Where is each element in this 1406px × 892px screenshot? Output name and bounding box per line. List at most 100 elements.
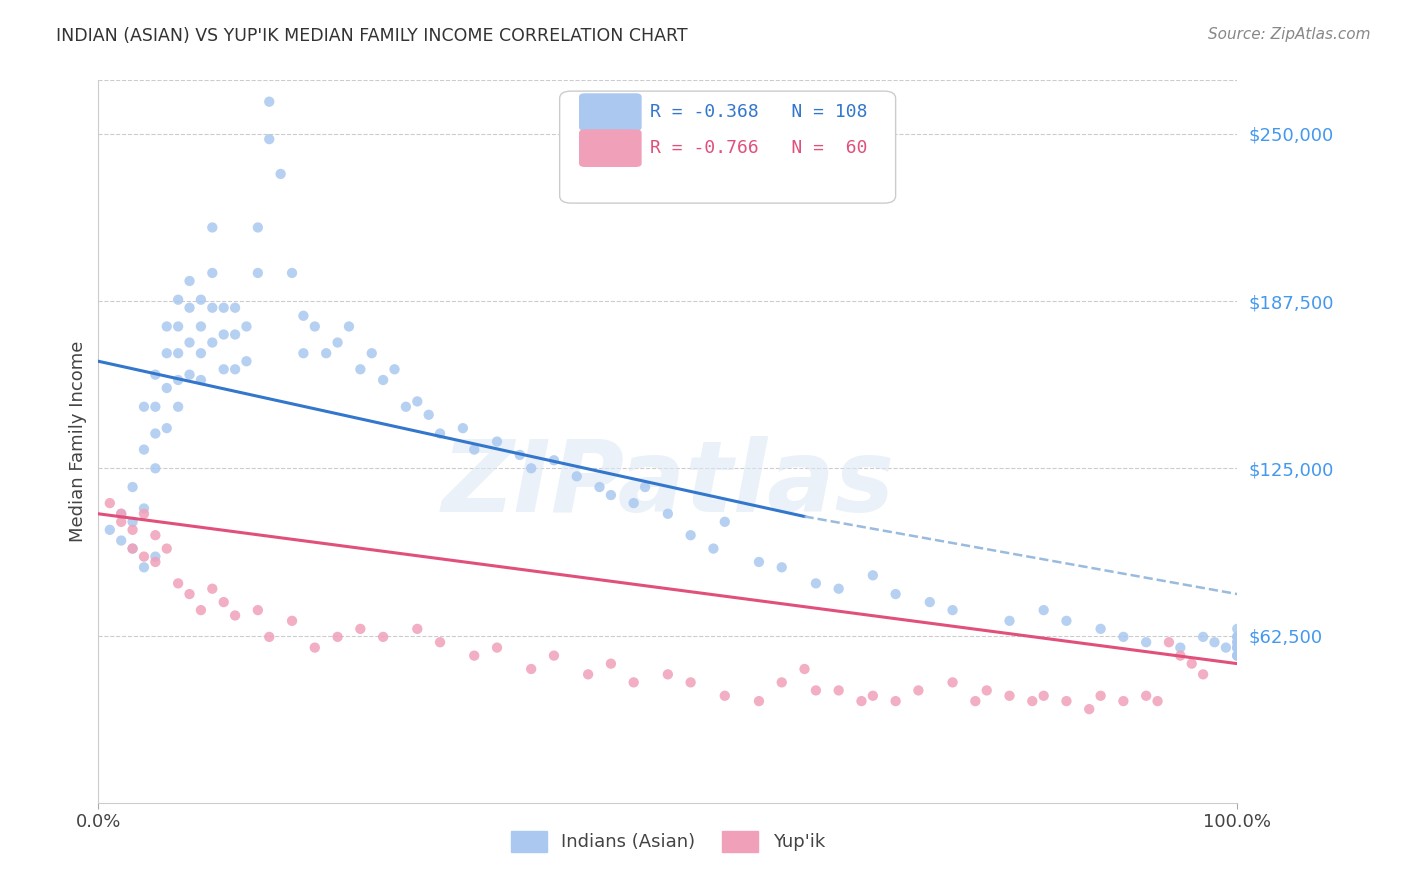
Point bbox=[565, 469, 588, 483]
Point bbox=[132, 442, 155, 457]
Text: INDIAN (ASIAN) VS YUP'IK MEDIAN FAMILY INCOME CORRELATION CHART: INDIAN (ASIAN) VS YUP'IK MEDIAN FAMILY I… bbox=[56, 27, 688, 45]
Point bbox=[600, 657, 623, 671]
Point bbox=[304, 319, 326, 334]
Text: Source: ZipAtlas.com: Source: ZipAtlas.com bbox=[1208, 27, 1371, 42]
Point bbox=[224, 608, 246, 623]
Point bbox=[748, 555, 770, 569]
Point bbox=[235, 319, 257, 334]
Point bbox=[884, 587, 907, 601]
Point bbox=[201, 582, 224, 596]
Point bbox=[1226, 630, 1249, 644]
Point bbox=[98, 496, 121, 510]
Point bbox=[179, 301, 201, 315]
Point bbox=[156, 421, 179, 435]
Point bbox=[190, 603, 212, 617]
Point bbox=[224, 327, 246, 342]
Point bbox=[212, 327, 235, 342]
Point bbox=[179, 587, 201, 601]
Point bbox=[429, 635, 451, 649]
Point bbox=[418, 408, 440, 422]
Point bbox=[145, 549, 167, 564]
Point bbox=[907, 683, 929, 698]
Point bbox=[714, 515, 737, 529]
Point bbox=[224, 301, 246, 315]
Point bbox=[657, 667, 679, 681]
Point bbox=[167, 576, 190, 591]
Point bbox=[1226, 640, 1249, 655]
Point bbox=[1112, 694, 1135, 708]
Point bbox=[1192, 630, 1215, 644]
Point bbox=[1170, 640, 1192, 655]
Point bbox=[121, 523, 143, 537]
Point bbox=[1226, 640, 1249, 655]
Point bbox=[576, 667, 599, 681]
Point bbox=[1135, 635, 1157, 649]
Point bbox=[1054, 614, 1078, 628]
Point bbox=[918, 595, 941, 609]
Point bbox=[167, 373, 190, 387]
Point bbox=[132, 501, 155, 516]
Point bbox=[349, 622, 371, 636]
Point bbox=[110, 533, 132, 548]
Point bbox=[1192, 667, 1215, 681]
Point bbox=[190, 319, 212, 334]
Point bbox=[304, 640, 326, 655]
Point bbox=[235, 354, 257, 368]
Point bbox=[212, 301, 235, 315]
Point bbox=[851, 694, 873, 708]
Point bbox=[360, 346, 382, 360]
Point bbox=[543, 648, 565, 663]
Point bbox=[942, 675, 965, 690]
Point bbox=[770, 675, 793, 690]
Point bbox=[121, 541, 143, 556]
Point bbox=[998, 689, 1021, 703]
Point bbox=[270, 167, 292, 181]
Point bbox=[804, 576, 827, 591]
Point bbox=[190, 293, 212, 307]
Point bbox=[1215, 640, 1237, 655]
FancyBboxPatch shape bbox=[579, 94, 641, 131]
Point bbox=[600, 488, 623, 502]
Point bbox=[406, 394, 429, 409]
Point bbox=[520, 461, 543, 475]
Point bbox=[1112, 630, 1135, 644]
Point bbox=[1226, 630, 1249, 644]
Point bbox=[770, 560, 793, 574]
Point bbox=[384, 362, 406, 376]
Point bbox=[371, 373, 394, 387]
Point bbox=[145, 368, 167, 382]
Point bbox=[326, 630, 349, 644]
Point bbox=[110, 507, 132, 521]
Point bbox=[804, 683, 827, 698]
Point bbox=[1181, 657, 1204, 671]
Point bbox=[862, 568, 884, 582]
Point bbox=[201, 301, 224, 315]
Point bbox=[281, 266, 304, 280]
Point bbox=[1146, 694, 1168, 708]
Point bbox=[190, 373, 212, 387]
Point bbox=[121, 515, 143, 529]
Point bbox=[145, 528, 167, 542]
Point bbox=[212, 595, 235, 609]
Point bbox=[1226, 622, 1249, 636]
Text: R = -0.766   N =  60: R = -0.766 N = 60 bbox=[650, 139, 868, 157]
Point bbox=[315, 346, 337, 360]
Point bbox=[1226, 648, 1249, 663]
Point bbox=[132, 400, 155, 414]
Point bbox=[520, 662, 543, 676]
Point bbox=[167, 319, 190, 334]
Point bbox=[1204, 635, 1226, 649]
Point bbox=[167, 346, 190, 360]
Point bbox=[145, 400, 167, 414]
Point bbox=[623, 675, 645, 690]
Point bbox=[167, 400, 190, 414]
Point bbox=[1090, 689, 1112, 703]
Point bbox=[110, 507, 132, 521]
Point bbox=[212, 362, 235, 376]
Point bbox=[998, 614, 1021, 628]
Point bbox=[179, 335, 201, 350]
Point bbox=[509, 448, 531, 462]
Point bbox=[1032, 603, 1054, 617]
Point bbox=[201, 220, 224, 235]
Point bbox=[156, 346, 179, 360]
